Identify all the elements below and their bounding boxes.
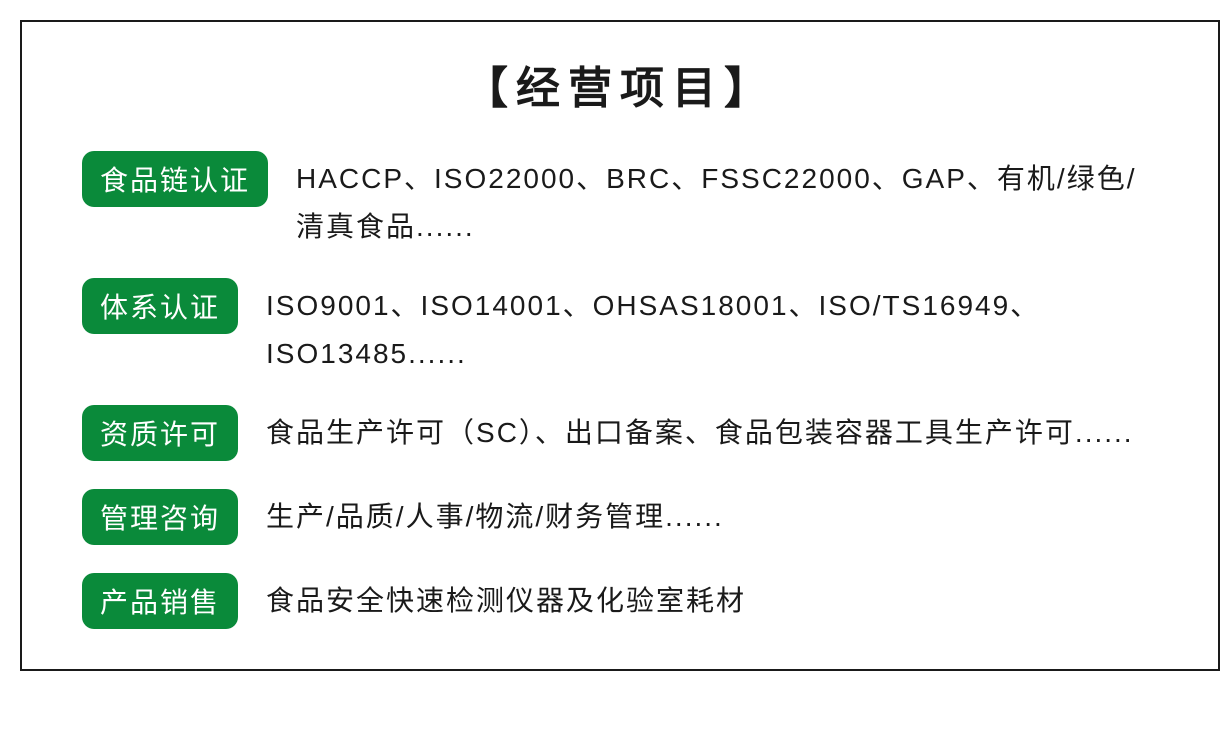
item-row: 体系认证 ISO9001、ISO14001、OHSAS18001、ISO/TS1… xyxy=(82,278,1158,377)
panel-title: 【经营项目】 xyxy=(82,52,1158,116)
business-items-panel: 【经营项目】 食品链认证 HACCP、ISO22000、BRC、FSSC2200… xyxy=(20,20,1220,671)
category-badge: 资质许可 xyxy=(82,405,238,461)
item-row: 产品销售 食品安全快速检测仪器及化验室耗材 xyxy=(82,573,1158,629)
item-row: 食品链认证 HACCP、ISO22000、BRC、FSSC22000、GAP、有… xyxy=(82,151,1158,250)
category-badge: 食品链认证 xyxy=(82,151,268,207)
category-desc: HACCP、ISO22000、BRC、FSSC22000、GAP、有机/绿色/清… xyxy=(296,151,1158,250)
category-desc: ISO9001、ISO14001、OHSAS18001、ISO/TS16949、… xyxy=(266,278,1158,377)
item-row: 资质许可 食品生产许可（SC）、出口备案、食品包装容器工具生产许可...... xyxy=(82,405,1158,461)
category-badge: 管理咨询 xyxy=(82,489,238,545)
category-desc: 生产/品质/人事/物流/财务管理...... xyxy=(266,489,724,541)
category-badge: 体系认证 xyxy=(82,278,238,334)
category-desc: 食品安全快速检测仪器及化验室耗材 xyxy=(266,573,746,625)
category-badge: 产品销售 xyxy=(82,573,238,629)
item-row: 管理咨询 生产/品质/人事/物流/财务管理...... xyxy=(82,489,1158,545)
category-desc: 食品生产许可（SC）、出口备案、食品包装容器工具生产许可...... xyxy=(266,405,1134,457)
